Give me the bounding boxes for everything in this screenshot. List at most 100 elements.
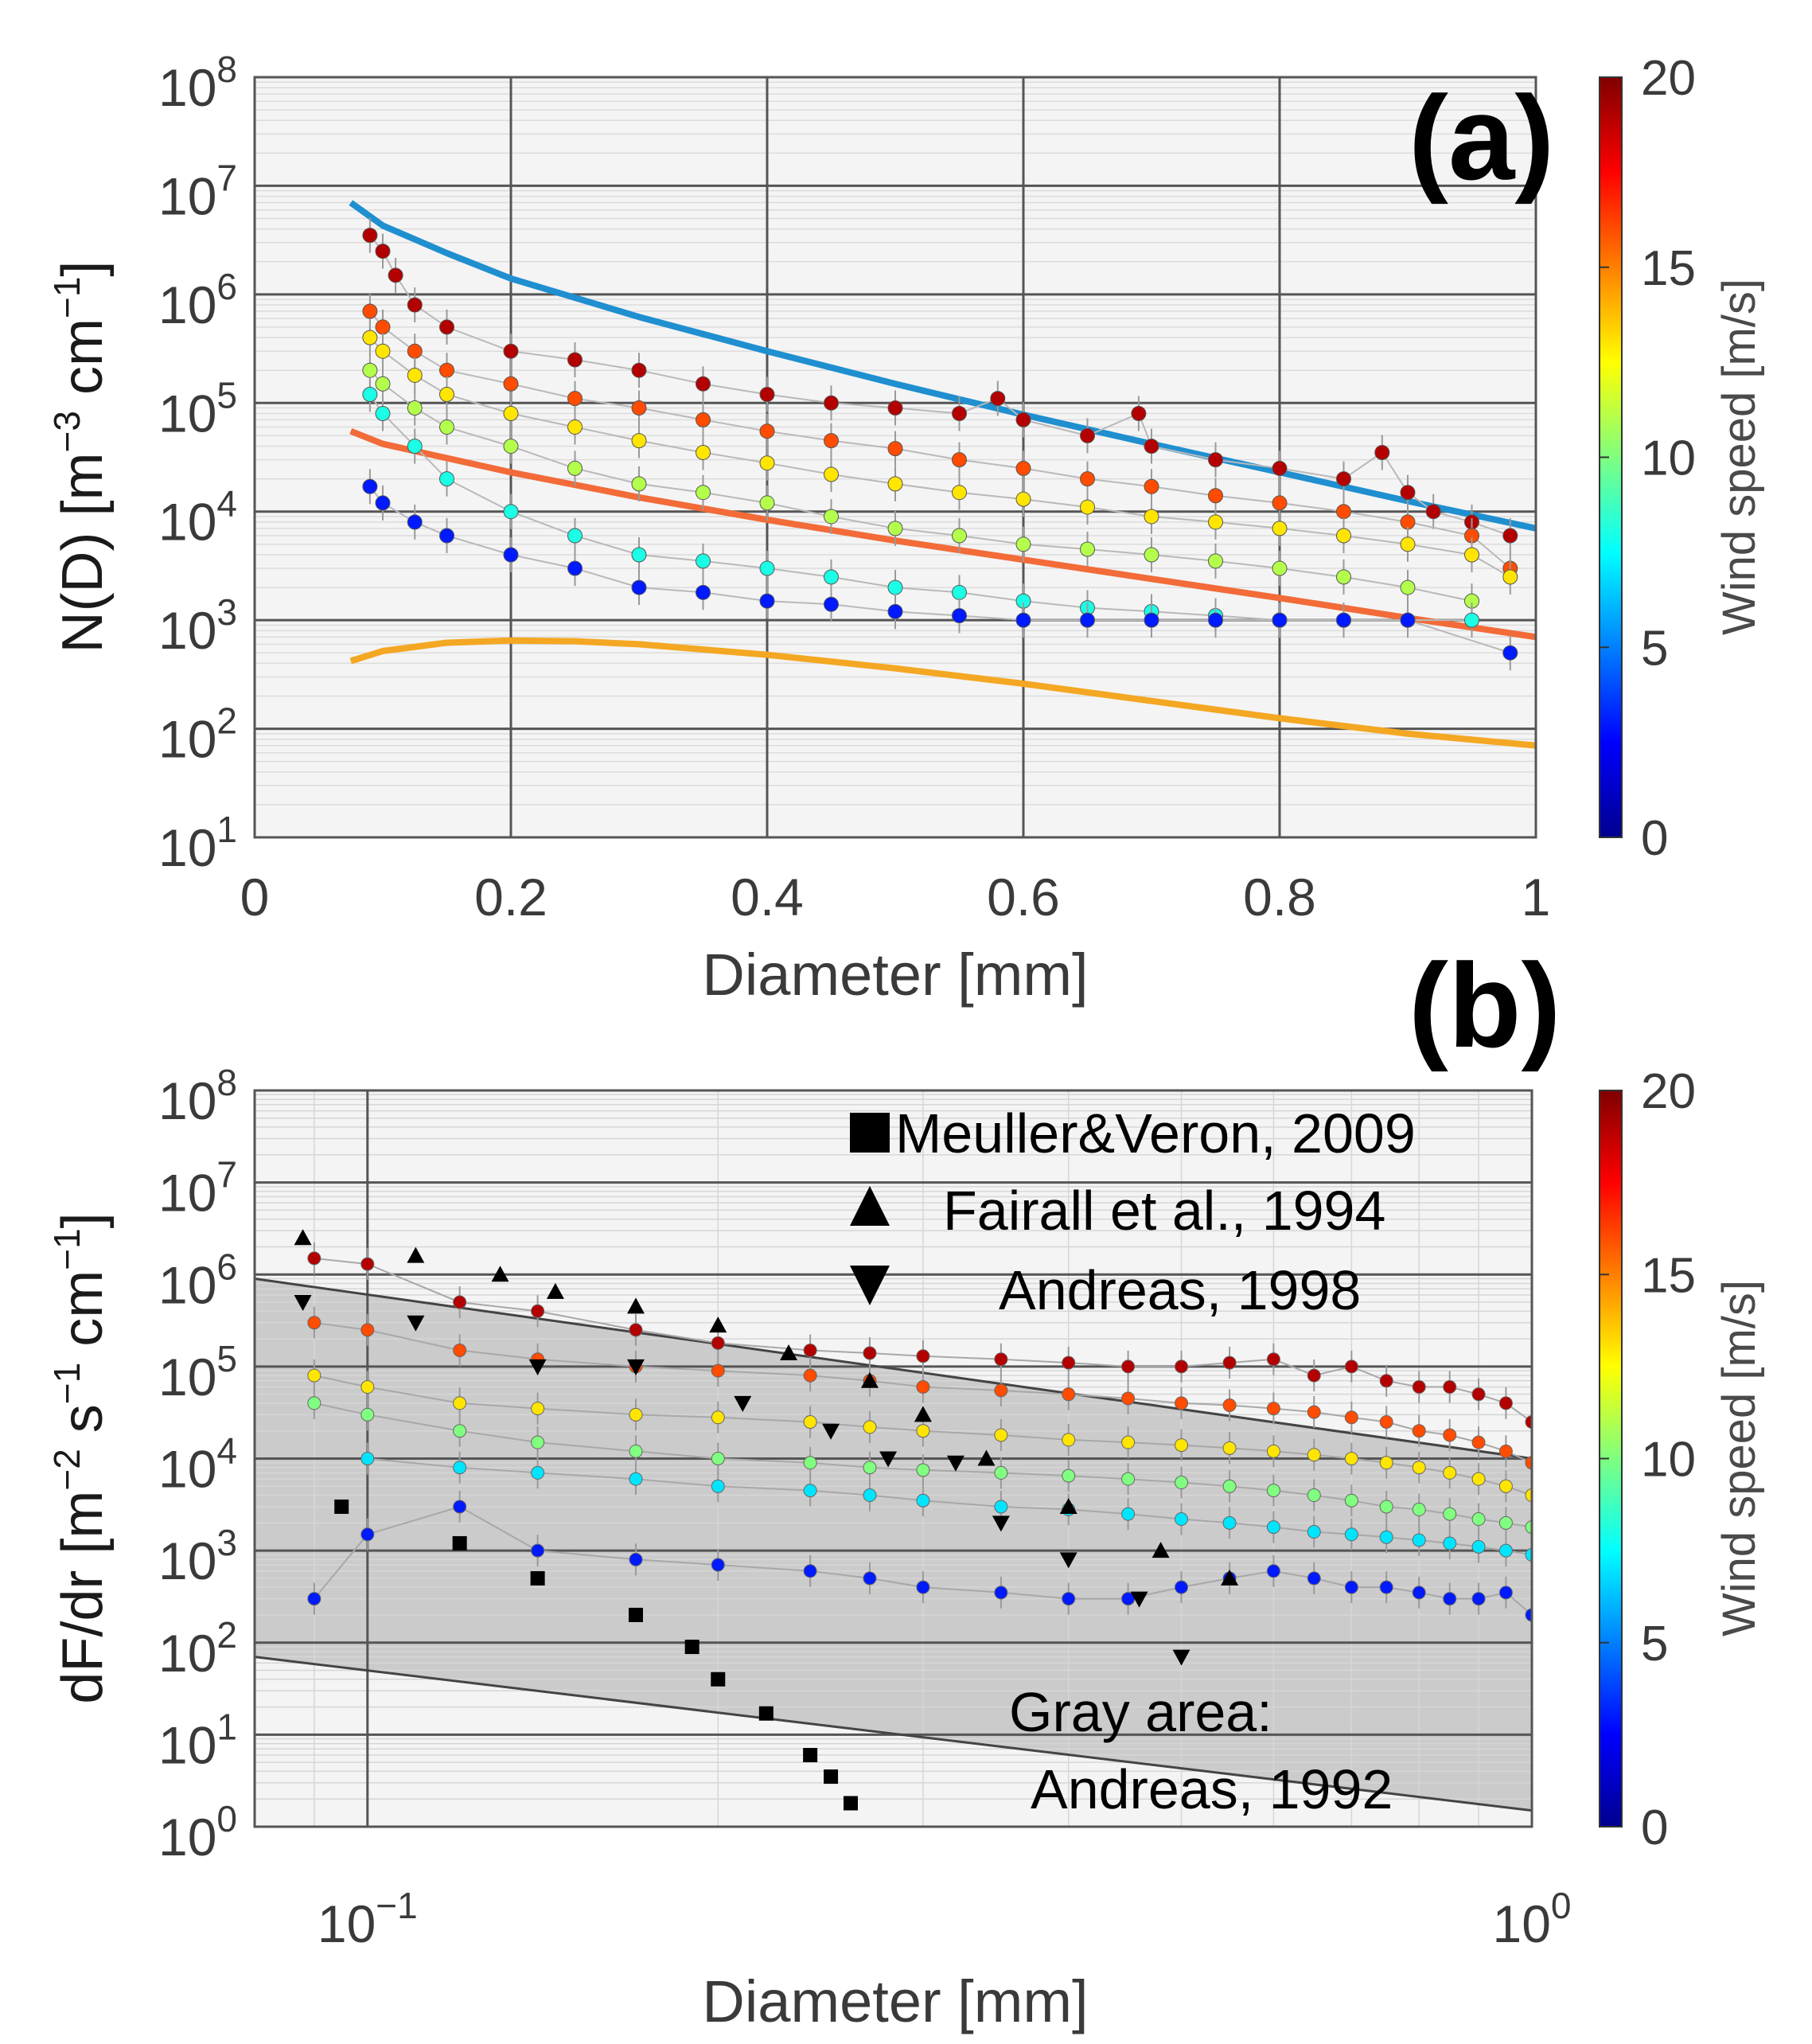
data-point [362, 478, 378, 494]
data-point [803, 1484, 817, 1498]
data-point [1266, 1352, 1280, 1367]
data-point [1525, 1456, 1532, 1470]
y-tick-label: 101 [158, 1706, 237, 1774]
data-point [1222, 1356, 1237, 1370]
meuller-veron-marker [843, 1796, 858, 1811]
data-point [803, 1456, 817, 1470]
data-point [1525, 1547, 1532, 1562]
data-point [803, 1344, 817, 1358]
panel-a-colorbar [1599, 76, 1623, 838]
x-tick-label: 10−1 [318, 1885, 418, 1953]
x-tick-label: 0.8 [1243, 868, 1316, 926]
gray-area-label-line1: Gray area: [1009, 1681, 1272, 1743]
data-point [439, 419, 454, 435]
data-point [824, 596, 839, 612]
data-point [1344, 1580, 1358, 1594]
data-point [1121, 1472, 1136, 1486]
data-point [916, 1493, 930, 1508]
data-point [567, 419, 583, 435]
andreas-1998-marker [1059, 1552, 1077, 1569]
meuller-veron-marker [758, 1706, 774, 1721]
data-point [531, 1465, 545, 1480]
data-point [711, 1336, 725, 1350]
data-point [711, 1479, 725, 1493]
y-tick-label: 104 [158, 483, 237, 552]
panel-a-data-points [362, 217, 1518, 671]
panel-a-x-label: Diameter [mm] [702, 942, 1088, 1008]
reference-curve [349, 200, 1536, 532]
data-point [1144, 612, 1159, 628]
y-tick-label: 103 [158, 591, 237, 660]
data-point [453, 1424, 467, 1438]
data-point [1379, 1580, 1393, 1594]
data-point [1471, 1539, 1486, 1554]
data-point [1525, 1520, 1532, 1535]
data-point [362, 386, 378, 402]
data-point [1412, 1586, 1426, 1600]
data-point [1412, 1380, 1426, 1395]
data-point [1400, 612, 1416, 628]
panel-a-y-ticks: 101 102 103 104 105 106 107 108 [158, 49, 237, 877]
data-point [1144, 478, 1159, 494]
y-tick-label: 103 [158, 1522, 237, 1590]
x-tick-label: 100 [1492, 1885, 1571, 1953]
data-point [1222, 1479, 1237, 1493]
data-point [631, 579, 647, 595]
data-point [1336, 504, 1351, 520]
data-point [362, 228, 378, 244]
data-point [759, 386, 775, 402]
fairall-marker [491, 1266, 509, 1282]
colorbar-tick-label: 5 [1641, 621, 1668, 676]
panel-b-gray-area-edges [255, 1278, 1532, 1812]
data-point [696, 553, 711, 569]
data-point [1222, 1515, 1237, 1530]
data-point [567, 352, 583, 368]
data-point [1525, 1488, 1532, 1503]
x-tick-label: 1 [1522, 868, 1551, 926]
series-connector [369, 369, 1472, 603]
data-point [1379, 1500, 1393, 1514]
data-point [1015, 536, 1031, 552]
data-point [1208, 514, 1223, 530]
series-connector [367, 1457, 1532, 1556]
data-point [1307, 1368, 1321, 1383]
andreas-1998-marker [946, 1455, 964, 1472]
data-point [362, 362, 378, 378]
series-connector [369, 486, 1511, 654]
panel-b-gray-area [255, 1278, 1532, 1811]
data-point [1266, 1444, 1280, 1458]
data-point [1307, 1405, 1321, 1419]
andreas-1998-marker [734, 1395, 752, 1412]
data-point [696, 376, 711, 392]
data-point [1175, 1359, 1189, 1374]
data-point [1336, 569, 1351, 585]
data-point [952, 528, 967, 544]
data-point [1062, 1592, 1076, 1606]
data-point [362, 330, 378, 345]
data-point [439, 528, 454, 544]
data-point [453, 1295, 467, 1309]
data-point [1080, 471, 1095, 487]
data-point [375, 406, 391, 422]
data-point [1121, 1435, 1136, 1449]
data-point [863, 1461, 877, 1475]
data-point [360, 1323, 375, 1337]
data-point [994, 1500, 1008, 1514]
data-point [1266, 1564, 1280, 1578]
data-point [1498, 1586, 1513, 1600]
data-point [916, 1580, 930, 1594]
data-point [887, 476, 903, 492]
data-point [1121, 1507, 1136, 1521]
data-point [887, 603, 903, 619]
x-tick-label: 0.4 [731, 868, 804, 926]
x-tick-label: 0 [240, 868, 270, 926]
x-tick-label: 0.2 [474, 868, 547, 926]
data-point [1374, 444, 1390, 460]
panel-a-label: (a) [1409, 71, 1554, 205]
andreas-1998-marker [626, 1359, 645, 1375]
data-point [696, 584, 711, 600]
data-point [1015, 491, 1031, 507]
andreas-1998-marker [294, 1295, 312, 1312]
fairall-marker [1221, 1569, 1239, 1586]
data-point [1379, 1374, 1393, 1388]
